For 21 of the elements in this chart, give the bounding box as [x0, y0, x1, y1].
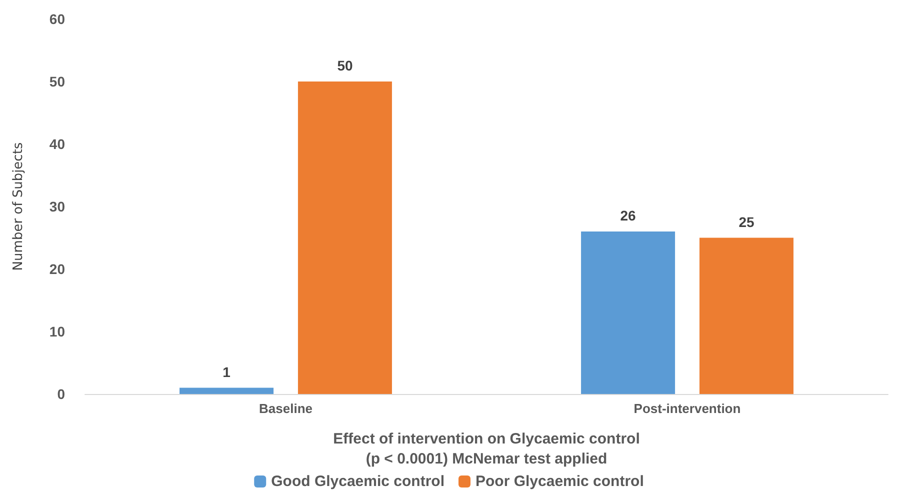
bar	[298, 82, 392, 394]
x-axis-title: Effect of intervention on Glycaemic control (p < 0.0001) McNemar test applied	[333, 430, 640, 468]
data-label: 26	[620, 208, 636, 224]
data-label: 50	[337, 58, 353, 74]
y-tick-label: 60	[49, 11, 66, 27]
bar	[180, 388, 274, 394]
y-tick-label: 20	[49, 261, 66, 277]
bar	[699, 238, 794, 394]
data-label: 25	[738, 214, 754, 230]
y-tick-label: 10	[49, 324, 66, 340]
legend-label: Poor Glycaemic control	[475, 473, 644, 490]
x-tick-label: Post-intervention	[634, 401, 741, 416]
legend-label: Good Glycaemic control	[271, 473, 444, 490]
y-tick-label: 0	[57, 386, 66, 402]
y-tick-label: 40	[49, 136, 66, 152]
data-label: 1	[222, 364, 231, 380]
y-tick-label: 50	[49, 74, 66, 90]
bar	[581, 232, 676, 394]
x-tick-label: Baseline	[259, 401, 312, 416]
y-tick-label: 30	[49, 198, 66, 214]
y-axis-title: Number of Subjects	[11, 142, 26, 271]
